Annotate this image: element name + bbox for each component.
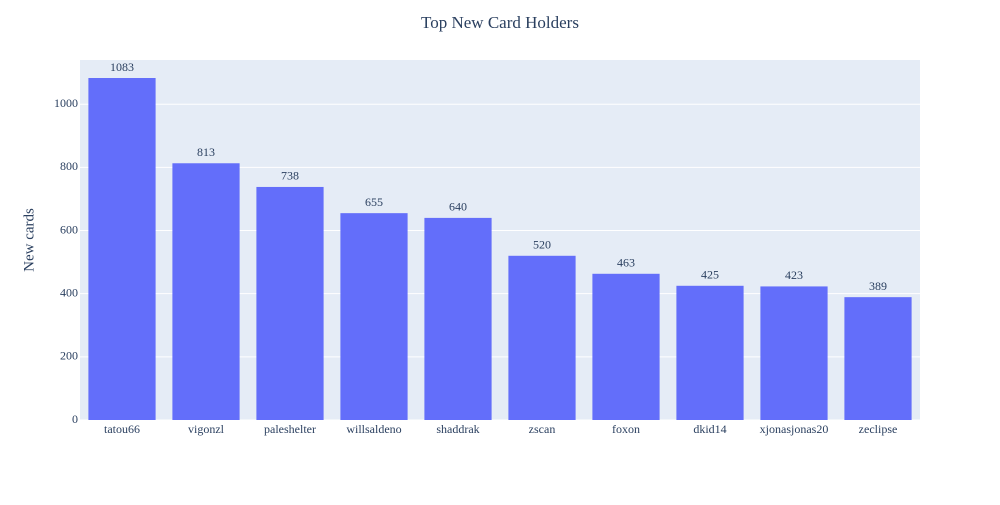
x-tick-label: dkid14 (693, 422, 726, 436)
x-tick-label: willsaldeno (346, 422, 401, 436)
bar (88, 78, 156, 420)
data-label: 389 (869, 279, 887, 293)
x-tick-label: zscan (529, 422, 556, 436)
x-tick-label: vigonzl (188, 422, 225, 436)
data-label: 813 (197, 145, 215, 159)
data-label: 520 (533, 238, 551, 252)
bar (760, 286, 828, 420)
bar (592, 273, 660, 420)
x-tick-label: zeclipse (859, 422, 898, 436)
bar (844, 297, 912, 420)
bar (676, 285, 744, 420)
x-tick-label: shaddrak (436, 422, 479, 436)
y-tick-label: 1000 (54, 96, 78, 110)
y-tick-label: 200 (60, 349, 78, 363)
data-label: 640 (449, 200, 467, 214)
x-tick-label: xjonasjonas20 (760, 422, 829, 436)
bar (172, 163, 240, 420)
x-tick-label: foxon (612, 422, 640, 436)
data-label: 655 (365, 195, 383, 209)
data-label: 738 (281, 169, 299, 183)
y-axis-title: New cards (21, 208, 37, 272)
y-tick-label: 400 (60, 285, 78, 299)
bar (340, 213, 408, 420)
bar (424, 217, 492, 420)
y-tick-label: 0 (72, 412, 78, 426)
bar (508, 255, 576, 420)
data-label: 463 (617, 256, 635, 270)
data-label: 425 (701, 268, 719, 282)
data-label: 1083 (110, 60, 134, 74)
chart-title: Top New Card Holders (421, 13, 579, 32)
x-tick-label: paleshelter (264, 422, 316, 436)
x-tick-label: tatou66 (104, 422, 140, 436)
y-tick-label: 600 (60, 222, 78, 236)
y-tick-label: 800 (60, 159, 78, 173)
bar (256, 186, 324, 420)
data-label: 423 (785, 268, 803, 282)
